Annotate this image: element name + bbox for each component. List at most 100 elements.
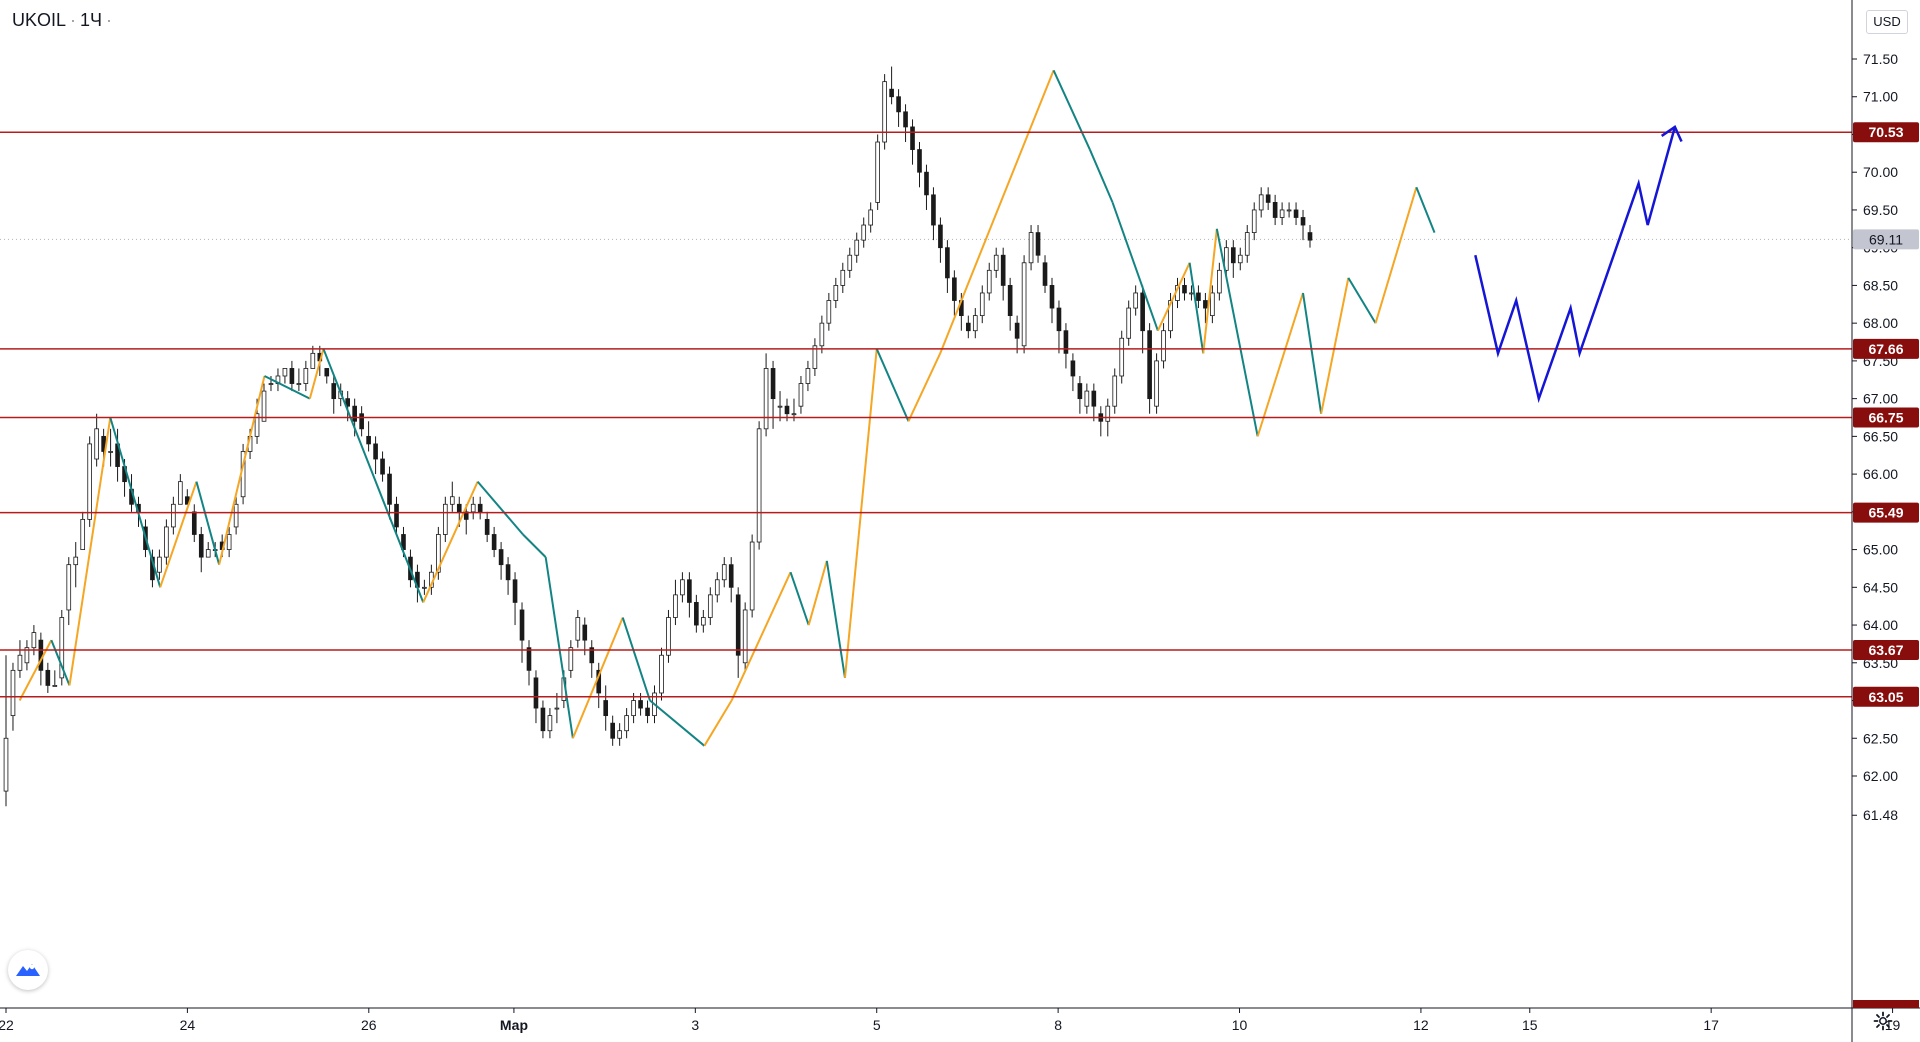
level-price-label: 67.66: [1868, 341, 1903, 357]
candle: [568, 640, 574, 678]
level-price-badge: [1853, 502, 1919, 523]
candle: [66, 557, 72, 626]
candle: [303, 360, 309, 392]
candle: [742, 602, 748, 671]
candle-body: [1279, 209, 1285, 218]
candle: [770, 360, 776, 429]
candle-body: [512, 579, 518, 603]
candle: [659, 647, 664, 701]
x-tick-label: 8: [1054, 1017, 1062, 1033]
level-price-label: 65.49: [1868, 505, 1903, 521]
candle-body: [1272, 201, 1278, 218]
candle: [854, 232, 860, 263]
candle-body: [24, 647, 30, 664]
symbol-title[interactable]: UKOIL · 1Ч ·: [12, 10, 116, 31]
candle-body: [505, 564, 511, 581]
candle-body: [1182, 285, 1187, 294]
candle-body: [205, 549, 211, 558]
candle-body: [87, 443, 92, 520]
candle: [73, 542, 79, 588]
candle: [1244, 225, 1250, 263]
zigzag-down-segment: [1088, 149, 1114, 203]
candle-body: [533, 677, 539, 709]
candle: [24, 640, 30, 671]
zigzag-up-segment: [308, 348, 325, 399]
candle-body: [714, 579, 720, 596]
level-price-label: 63.67: [1868, 642, 1903, 658]
candle: [847, 247, 853, 278]
candle: [491, 526, 497, 558]
y-tick-label: 65.00: [1863, 542, 1898, 558]
candle: [910, 119, 915, 165]
gear-icon[interactable]: [1868, 1006, 1898, 1036]
y-tick-label: 71.50: [1863, 51, 1898, 67]
candle-body: [1230, 247, 1236, 264]
candle-body: [631, 700, 636, 717]
tradingview-logo-icon[interactable]: [8, 950, 48, 990]
candle-body: [749, 541, 755, 611]
candle: [108, 428, 113, 467]
candle-body: [268, 383, 274, 385]
candle: [1014, 315, 1020, 354]
candle-body: [1217, 269, 1222, 294]
candle-body: [972, 315, 978, 332]
candle-body: [52, 685, 58, 687]
candle-body: [373, 443, 378, 460]
x-tick-label: 22: [0, 1017, 14, 1033]
x-tick-label: 3: [691, 1017, 699, 1033]
candle-body: [470, 503, 476, 513]
candle-body: [1168, 300, 1173, 332]
zigzag-down-segment: [1215, 228, 1259, 437]
zigzag-down-segment: [789, 571, 810, 626]
candle: [52, 670, 58, 687]
candle-body: [73, 556, 79, 566]
candle: [749, 534, 755, 618]
candle: [1028, 225, 1034, 271]
currency-button[interactable]: USD: [1866, 10, 1908, 34]
candle-body: [1307, 232, 1313, 241]
candle: [1091, 383, 1097, 422]
candle-body: [1056, 307, 1062, 332]
candle-body: [491, 534, 497, 550]
candle-body: [1105, 405, 1111, 422]
candle: [157, 549, 162, 580]
candle-body: [282, 368, 288, 377]
support-resistance-levels[interactable]: [0, 131, 1852, 698]
candle: [687, 572, 692, 618]
candle-body: [380, 458, 385, 475]
candle: [1112, 368, 1118, 414]
candle-body: [1112, 375, 1118, 407]
zigzag-up-segment: [703, 700, 733, 747]
candle: [1035, 225, 1041, 263]
candle: [986, 262, 992, 301]
candle-body: [840, 269, 846, 286]
candle-body: [1237, 254, 1243, 264]
candle-body: [791, 413, 797, 416]
forecast-line[interactable]: [1474, 126, 1677, 404]
candle-body: [1300, 217, 1306, 226]
candle: [1140, 285, 1145, 354]
zigzag-down-segment: [621, 617, 651, 701]
candle-body: [1021, 262, 1027, 347]
candle: [1293, 202, 1299, 226]
candle-body: [889, 88, 894, 98]
candle: [519, 602, 525, 663]
candles: [3, 66, 1313, 807]
zigzag-down-segment: [522, 533, 547, 558]
zigzag-up-segment: [1202, 228, 1218, 354]
forecast-path[interactable]: [1474, 125, 1683, 404]
candle-body: [233, 503, 239, 528]
y-tick-label: 71.00: [1863, 89, 1898, 105]
zigzag-down-segment: [1302, 292, 1323, 414]
candle-body: [721, 564, 727, 581]
candle-body: [422, 586, 427, 589]
candle-body: [812, 345, 818, 369]
y-tick-label: 66.50: [1863, 428, 1898, 444]
candle: [310, 345, 316, 369]
candle-body: [770, 368, 776, 400]
candle-body: [1042, 262, 1048, 286]
y-tick-label: 62.00: [1863, 768, 1898, 784]
candle-body: [1154, 360, 1159, 407]
